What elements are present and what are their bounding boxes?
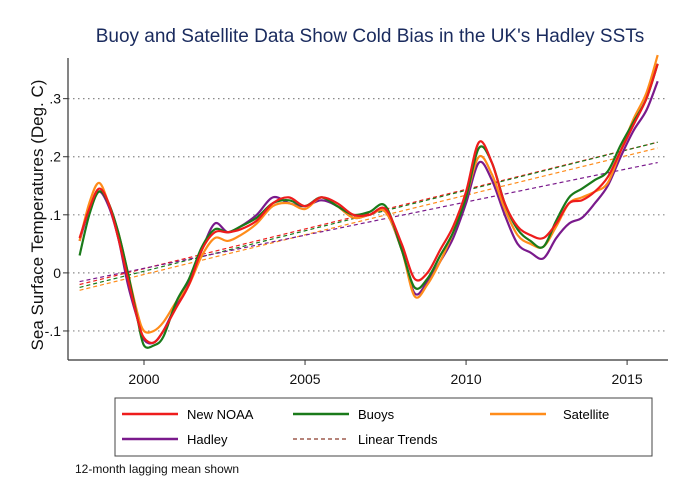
series-line-satellite xyxy=(78,54,659,334)
y-tick-label: -.1 xyxy=(45,323,62,339)
chart-title: Buoy and Satellite Data Show Cold Bias i… xyxy=(96,26,645,47)
y-tick-label: .2 xyxy=(49,149,61,165)
trend-line-buoys xyxy=(79,141,658,288)
legend-label-satellite: Satellite xyxy=(563,407,609,422)
trend-line-satellite xyxy=(79,147,658,291)
legend-label-linear-trends: Linear Trends xyxy=(358,432,438,447)
legend-box xyxy=(114,397,653,457)
chart-note: 12-month lagging mean shown xyxy=(75,462,239,476)
legend: New NOAA Buoys Satellite Hadley Linear T… xyxy=(114,397,653,457)
y-tick-label: .1 xyxy=(49,207,61,223)
legend-label-new-noaa: New NOAA xyxy=(187,407,254,422)
trend-line-hadley xyxy=(79,161,658,283)
y-axis-label: Sea Surface Temperatures (Deg. C) xyxy=(28,80,47,351)
y-tick-label: .3 xyxy=(49,91,61,107)
series-line-new-noaa xyxy=(78,63,659,344)
series-line-buoys xyxy=(78,63,659,349)
x-tick-label: 2000 xyxy=(128,371,159,387)
x-tick-label: 2015 xyxy=(612,371,643,387)
x-tick-label: 2005 xyxy=(289,371,320,387)
legend-label-hadley: Hadley xyxy=(187,432,228,447)
legend-label-buoys: Buoys xyxy=(358,407,395,422)
y-tick-label: 0 xyxy=(53,265,61,281)
trend-line-new-noaa xyxy=(79,141,658,286)
x-tick-label: 2010 xyxy=(450,371,481,387)
